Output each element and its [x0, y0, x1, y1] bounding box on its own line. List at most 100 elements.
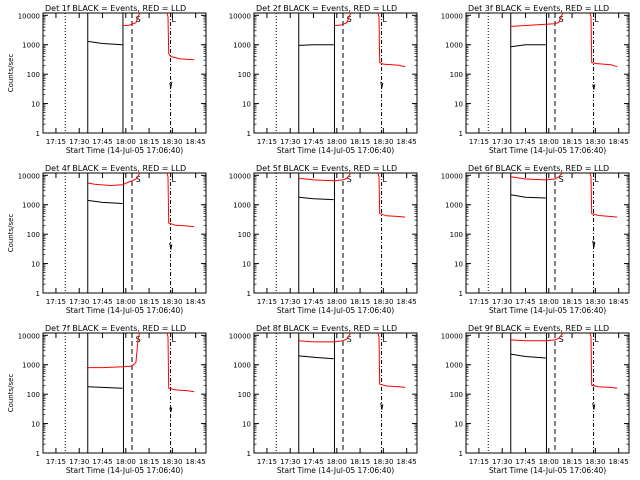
x-tick-label: 18:15: [139, 458, 159, 466]
series-line-lld: [510, 172, 564, 181]
y-tick-label: 10: [454, 421, 463, 429]
plot-frame: [253, 12, 418, 134]
x-tick-label: 18:00: [539, 458, 559, 466]
x-tick-label: 17:45: [515, 138, 535, 146]
x-tick-label: 18:00: [327, 298, 347, 306]
y-tick-label: 10000: [18, 172, 40, 180]
marker-label: L: [594, 15, 599, 24]
x-axis-label: Start Time (14-Jul-05 17:06:40): [277, 466, 394, 475]
x-tick-label: 17:45: [303, 458, 323, 466]
series-line-events: [169, 407, 173, 413]
y-tick-label: 1: [459, 290, 463, 298]
plot-frame: [42, 12, 207, 134]
x-tick-label: 17:45: [303, 298, 323, 306]
chart-title: Det 3f BLACK = Events, RED = LLD: [468, 4, 609, 13]
series-line-events: [592, 84, 596, 90]
y-tick-label: 10000: [441, 12, 463, 20]
y-tick-label: 100: [238, 231, 251, 239]
series-line-lld: [377, 12, 406, 68]
x-tick-label: 18:30: [585, 138, 605, 146]
chart-panel-7: Det 7f BLACK = Events, RED = LLD 1 10 100 10…: [7, 324, 207, 475]
x-tick-label: 17:15: [46, 138, 66, 146]
y-tick-label: 100: [238, 71, 251, 79]
marker-label: S: [136, 175, 141, 184]
x-tick-label: 17:30: [69, 298, 89, 306]
x-tick-label: 18:30: [162, 458, 182, 466]
x-tick-label: 17:45: [515, 298, 535, 306]
y-tick-label: 1000: [445, 362, 463, 370]
x-tick-label: 18:00: [116, 298, 136, 306]
series-line-events: [592, 402, 596, 410]
y-tick-label: 10: [242, 101, 251, 109]
series-line-lld: [87, 332, 141, 369]
x-axis-label: Start Time (14-Jul-05 17:06:40): [489, 466, 606, 475]
series-line-events: [169, 242, 173, 250]
series-line-events: [510, 194, 546, 199]
chart-panel-9: Det 9f BLACK = Events, RED = LLD 1 10 100 10…: [441, 324, 630, 475]
y-tick-label: 1000: [233, 362, 251, 370]
x-tick-label: 17:15: [46, 458, 66, 466]
chart-panel-5: Det 5f BLACK = Events, RED = LLD 1 10 100 10…: [229, 164, 418, 315]
x-tick-label: 17:15: [257, 298, 277, 306]
chart-panel-1: Det 1f BLACK = Events, RED = LLD 1 10 100 10…: [7, 4, 207, 155]
y-tick-label: 10: [454, 101, 463, 109]
plot-frame: [253, 332, 418, 454]
series-line-events: [169, 81, 173, 88]
x-tick-label: 17:30: [280, 138, 300, 146]
x-tick-label: 17:30: [69, 138, 89, 146]
x-axis-label: Start Time (14-Jul-05 17:06:40): [489, 146, 606, 155]
y-tick-label: 10: [454, 261, 463, 269]
series-line-lld: [298, 332, 352, 343]
y-tick-label: 10: [31, 421, 40, 429]
x-tick-label: 18:45: [609, 298, 629, 306]
x-tick-label: 17:30: [492, 138, 512, 146]
y-tick-label: 1: [36, 130, 40, 138]
chart-panel-2: Det 2f BLACK = Events, RED = LLD 1 10 100 10…: [229, 4, 418, 155]
x-tick-label: 18:00: [539, 138, 559, 146]
x-tick-label: 18:45: [609, 458, 629, 466]
y-tick-label: 10000: [229, 12, 251, 20]
x-tick-label: 18:00: [116, 458, 136, 466]
x-tick-label: 17:45: [92, 458, 112, 466]
y-tick-label: 1: [459, 450, 463, 458]
y-tick-label: 1: [247, 130, 251, 138]
y-tick-label: 100: [450, 391, 463, 399]
x-tick-label: 18:30: [162, 298, 182, 306]
plot-frame: [42, 332, 207, 454]
chart-title: Det 5f BLACK = Events, RED = LLD: [256, 164, 397, 173]
x-tick-label: 18:00: [327, 458, 347, 466]
series-line-events: [380, 402, 384, 410]
x-axis-label: Start Time (14-Jul-05 17:06:40): [489, 306, 606, 315]
series-line-lld: [87, 172, 141, 187]
y-tick-label: 10000: [441, 172, 463, 180]
marker-label: S: [347, 335, 352, 344]
x-tick-label: 18:00: [539, 298, 559, 306]
x-tick-label: 18:15: [139, 138, 159, 146]
x-tick-label: 18:45: [609, 138, 629, 146]
chart-title: Det 4f BLACK = Events, RED = LLD: [45, 164, 186, 173]
chart-panel-3: Det 3f BLACK = Events, RED = LLD 1 10 100 10…: [441, 4, 630, 155]
x-tick-label: 17:15: [257, 458, 277, 466]
series-line-lld: [377, 332, 406, 388]
marker-label: L: [594, 335, 599, 344]
series-line-events: [380, 81, 384, 88]
plot-frame: [465, 172, 630, 294]
y-tick-label: 1: [247, 290, 251, 298]
x-tick-label: 18:15: [139, 298, 159, 306]
y-tick-label: 10: [242, 261, 251, 269]
y-tick-label: 100: [450, 71, 463, 79]
marker-label: L: [171, 15, 176, 24]
series-line-lld: [166, 172, 195, 228]
y-tick-label: 10: [31, 101, 40, 109]
x-tick-label: 17:30: [492, 458, 512, 466]
x-axis-label: Start Time (14-Jul-05 17:06:40): [277, 306, 394, 315]
y-tick-label: 100: [27, 391, 40, 399]
x-tick-label: 17:30: [492, 298, 512, 306]
plot-frame: [42, 172, 207, 294]
x-tick-label: 18:45: [397, 458, 417, 466]
x-tick-label: 17:15: [469, 298, 489, 306]
series-line-lld: [166, 12, 195, 61]
x-tick-label: 18:15: [562, 298, 582, 306]
